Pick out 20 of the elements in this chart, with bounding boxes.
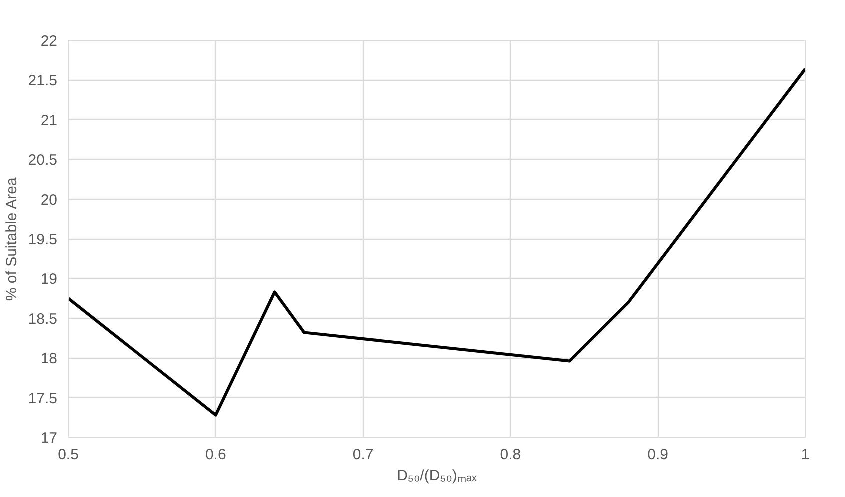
y-tick-label: 20.5: [28, 152, 58, 170]
x-tick-label: 0.8: [500, 446, 522, 464]
y-axis-title: % of Suitable Area: [3, 177, 20, 302]
y-tick-label: 20: [40, 192, 58, 209]
y-tick-label: 18.5: [28, 310, 58, 328]
x-axis-title: D₅₀/(D₅₀)ₘₐₓ: [397, 468, 478, 484]
x-tick-label: 1: [801, 446, 810, 464]
y-tick-label: 19.5: [28, 232, 58, 248]
x-tick-label: 0.5: [58, 446, 79, 464]
y-tick-label: 19: [40, 271, 58, 288]
y-tick-label: 21: [40, 112, 58, 130]
y-tick-label: 17.5: [28, 390, 58, 408]
x-tick-label: 0.9: [648, 446, 669, 464]
y-tick-label: 18: [40, 350, 58, 368]
x-tick-label: 0.7: [352, 446, 374, 464]
y-tick-label: 22: [40, 33, 58, 50]
x-tick-label: 0.6: [205, 446, 226, 464]
line-series: [68, 68, 806, 417]
y-tick-label: 17: [40, 430, 58, 447]
y-tick-label: 21.5: [28, 72, 58, 90]
